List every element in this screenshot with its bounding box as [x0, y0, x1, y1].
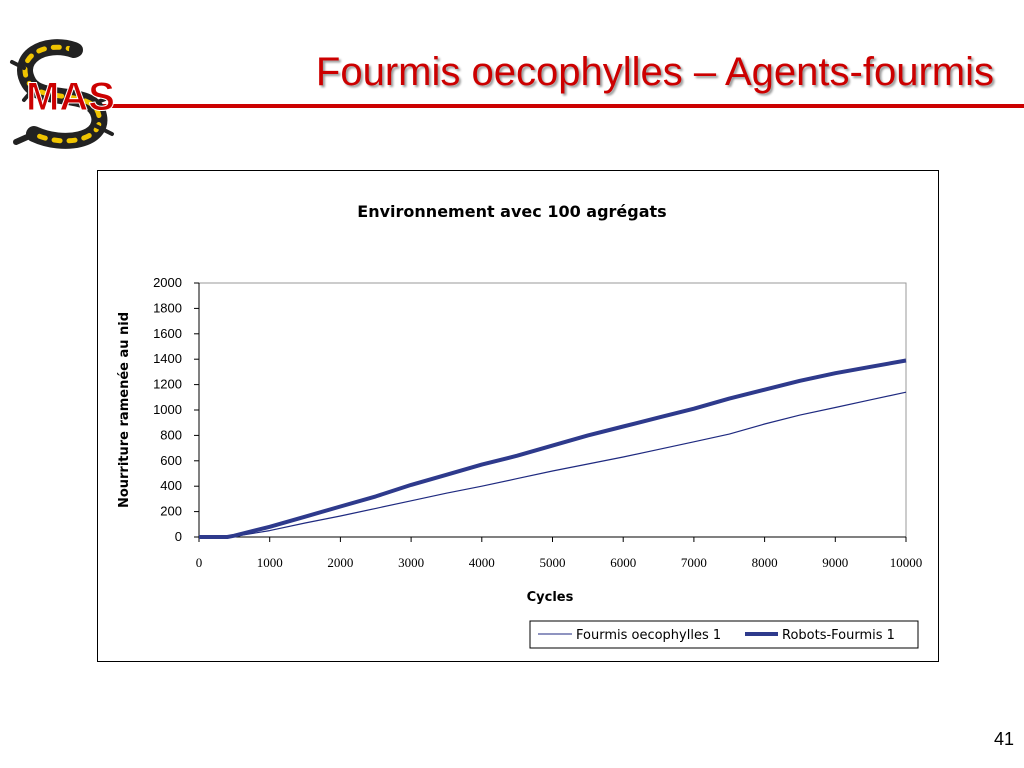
y-tick-label-2: 400 [160, 478, 182, 493]
y-tick-label-9: 1800 [153, 300, 182, 315]
chart-svg: Environnement avec 100 agrégats 0 200 400 6… [117, 202, 923, 649]
legend-box [529, 620, 919, 649]
salamander-logo-icon: MAS [10, 39, 115, 149]
y-ticks: 0 200 400 600 800 1000 1200 1400 1600 1800 2000 [153, 275, 199, 544]
y-tick-label-3: 600 [160, 453, 182, 468]
x-tick-label-8: 8000 [752, 555, 778, 570]
x-tick-label-7: 7000 [681, 555, 707, 570]
legend-label-series-1: Fourmis oecophylles 1 [576, 628, 721, 643]
svg-text:MAS: MAS [26, 75, 115, 119]
x-tick-label-10: 10000 [890, 555, 923, 570]
x-tick-label-5: 5000 [540, 555, 566, 570]
y-tick-label-5: 1000 [153, 402, 182, 417]
x-tick-label-6: 6000 [610, 555, 636, 570]
y-tick-label-10: 2000 [153, 275, 182, 290]
x-ticks: 0 1000 2000 3000 4000 5000 6000 7000 8000 9000 100… [196, 537, 923, 570]
y-tick-label-6: 1200 [153, 377, 182, 392]
legend: Fourmis oecophylles 1 Robots-Fourmis 1 [529, 620, 919, 649]
series-lines [199, 358, 907, 539]
series-line-1 [199, 391, 907, 538]
y-tick-label-0: 0 [175, 529, 182, 544]
y-tick-label-4: 800 [160, 427, 182, 442]
x-tick-label-2: 2000 [327, 555, 353, 570]
series-line-2 [199, 358, 907, 539]
y-axis-label: Nourriture ramenée au nid [117, 312, 132, 508]
x-tick-label-1: 1000 [257, 555, 283, 570]
chart-frame: Environnement avec 100 agrégats 0 200 400 6… [97, 170, 939, 662]
plot-area [198, 282, 907, 538]
slide-title: Fourmis oecophylles – Agents-fourmis [315, 50, 994, 94]
x-tick-label-9: 9000 [822, 555, 848, 570]
y-tick-label-8: 1600 [153, 326, 182, 341]
x-tick-label-4: 4000 [469, 555, 495, 570]
chart-title: Environnement avec 100 agrégats [357, 202, 666, 221]
legend-label-series-2: Robots-Fourmis 1 [782, 628, 895, 643]
y-tick-label-7: 1400 [153, 351, 182, 366]
x-tick-label-3: 3000 [398, 555, 424, 570]
page-number: 41 [993, 729, 1014, 749]
x-axis-label: Cycles [527, 590, 574, 605]
y-tick-label-1: 200 [160, 504, 182, 519]
title-rule [95, 104, 1024, 108]
x-tick-label-0: 0 [196, 555, 203, 570]
